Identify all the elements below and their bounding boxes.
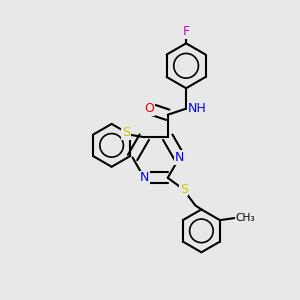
Text: CH₃: CH₃ bbox=[235, 213, 255, 223]
Text: S: S bbox=[122, 126, 130, 139]
Text: F: F bbox=[182, 25, 190, 38]
Text: NH: NH bbox=[187, 102, 206, 115]
Text: N: N bbox=[175, 151, 184, 164]
Text: S: S bbox=[180, 182, 188, 196]
Text: N: N bbox=[140, 171, 149, 184]
Text: O: O bbox=[144, 102, 154, 115]
